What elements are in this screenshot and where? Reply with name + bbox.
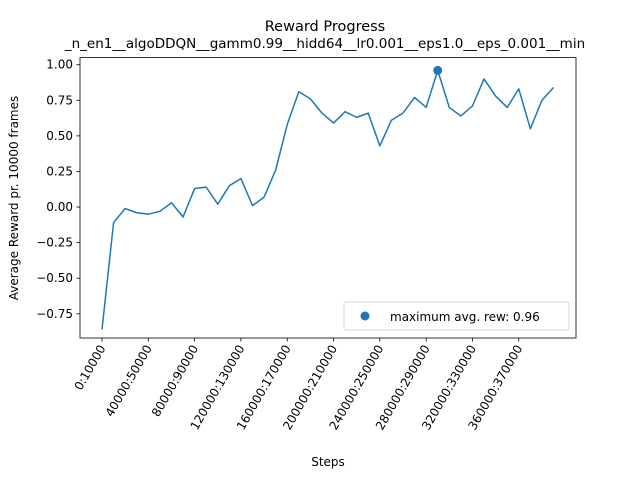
y-tick-label: 0.00 xyxy=(46,200,73,214)
reward-series-line xyxy=(101,69,555,330)
y-tick-label: −0.50 xyxy=(36,271,73,285)
y-axis-ticks: −0.75 −0.50 −0.25 0.00 0.25 0.50 0.75 1.00 xyxy=(36,58,80,321)
y-tick-label: 0.75 xyxy=(46,93,73,107)
y-tick-label: 0.50 xyxy=(46,129,73,143)
x-axis-ticks: 0:1000040000:5000080000:90000120000:1300… xyxy=(72,338,525,432)
x-tick-label: 0:10000 xyxy=(72,343,109,393)
x-axis-label: Steps xyxy=(311,455,345,469)
x-tick-label: 40000:50000 xyxy=(103,343,155,420)
plot-area: −0.75 −0.50 −0.25 0.00 0.25 0.50 0.75 1.00 0:10… xyxy=(36,57,577,432)
legend-box xyxy=(343,301,570,331)
max-reward-marker xyxy=(433,65,443,75)
legend-label: maximum avg. rew: 0.96 xyxy=(390,310,540,324)
chart-title: Reward Progress xyxy=(265,19,386,35)
legend-marker xyxy=(360,311,370,321)
y-tick-label: 1.00 xyxy=(46,58,73,72)
axes-frame xyxy=(79,57,577,339)
y-axis-label: Average Reward pr. 10000 frames xyxy=(7,96,21,301)
y-tick-label: 0.25 xyxy=(46,164,73,178)
y-tick-label: −0.75 xyxy=(36,307,73,321)
y-tick-label: −0.25 xyxy=(36,236,73,250)
chart-subtitle: _n_en1__algoDDQN__gamm0.99__hidd64__lr0.… xyxy=(64,36,585,52)
legend: maximum avg. rew: 0.96 xyxy=(343,301,570,331)
x-tick-label: 80000:90000 xyxy=(149,343,201,420)
